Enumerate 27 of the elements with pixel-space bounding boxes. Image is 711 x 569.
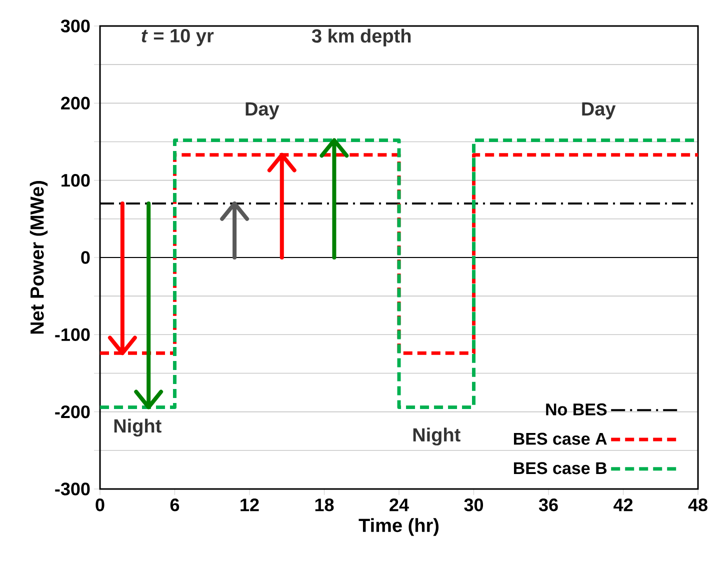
legend-label: BES case A (514, 432, 607, 445)
annotation: t = 10 yr (142, 28, 214, 46)
y-tick-label: -300 (55, 482, 90, 496)
y-tick-label: 0 (81, 251, 90, 264)
x-tick-label: 24 (390, 498, 409, 512)
x-tick-label: 12 (240, 498, 259, 512)
legend-label: BES case B (514, 462, 607, 474)
x-tick-label: 48 (688, 498, 708, 512)
x-tick-label: 42 (614, 498, 633, 512)
x-tick-label: 0 (96, 498, 104, 512)
y-tick-label: 300 (60, 20, 90, 32)
y-tick-label: 200 (61, 96, 90, 110)
annotation: 3 km depth (312, 28, 411, 46)
x-tick-label: 18 (315, 498, 334, 512)
x-tick-label: 36 (538, 498, 558, 512)
annotation: Night (114, 418, 162, 437)
x-axis-title: Time (hr) (358, 518, 439, 536)
y-tick-label: 100 (62, 174, 90, 187)
annotation: Day (246, 102, 280, 120)
legend-label: No BES (546, 403, 607, 416)
annotation: Night (413, 428, 460, 446)
y-axis-title: Net Power (MWe) (30, 181, 48, 334)
x-tick-label: 30 (464, 498, 484, 512)
x-tick-label: 6 (170, 498, 180, 512)
y-tick-label: -100 (55, 328, 90, 342)
y-tick-label: -200 (55, 405, 90, 418)
annotation: Day (582, 102, 616, 120)
